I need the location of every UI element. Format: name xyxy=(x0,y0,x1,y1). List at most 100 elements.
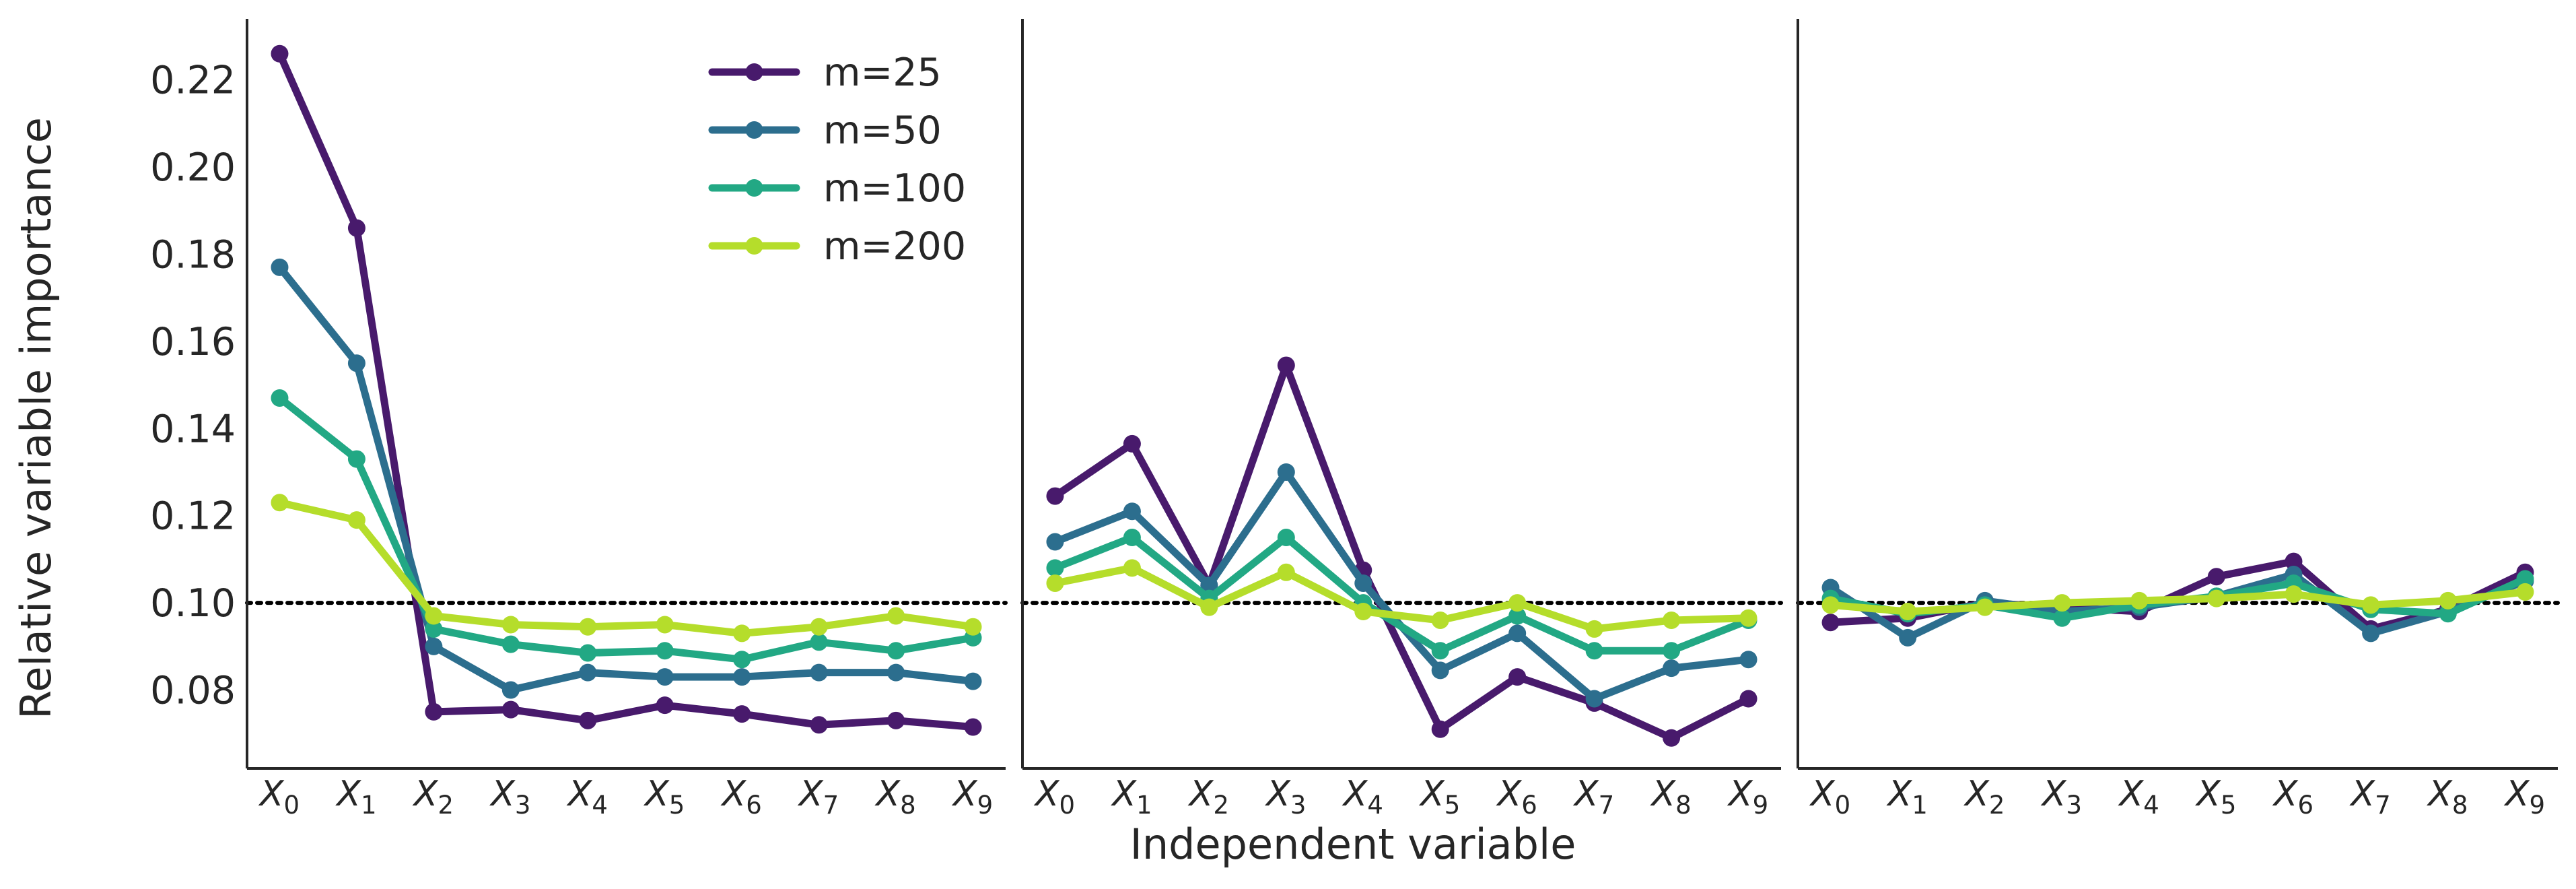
data-point xyxy=(1123,502,1141,521)
x-tick-label: X3 xyxy=(1264,774,1306,820)
data-point xyxy=(887,607,905,625)
data-point xyxy=(2285,552,2303,570)
legend-entry: m=50 xyxy=(708,108,942,153)
series-m=50 xyxy=(1046,463,1757,708)
data-point xyxy=(733,651,751,669)
panel-1: X0 X1 X2 X3 X4 X5 X6 X7 X8 X9 0.08 0.10 0.12 0.14 0.16… xyxy=(150,19,1008,820)
data-point xyxy=(2516,583,2534,601)
x-tick-label: X4 xyxy=(566,774,608,820)
data-point xyxy=(579,711,597,729)
x-tick-label: X4 xyxy=(1342,774,1383,820)
data-point xyxy=(810,618,828,636)
x-tick-label: X0 xyxy=(1809,774,1850,820)
x-tick-label: X7 xyxy=(2349,774,2391,820)
series-line xyxy=(276,50,977,731)
legend-label: m=25 xyxy=(823,51,942,95)
data-point xyxy=(1046,559,1064,577)
legend: m=25 m=50 m=100 m=200 xyxy=(708,51,966,269)
data-point xyxy=(1046,533,1064,551)
data-point xyxy=(1354,603,1372,621)
data-point xyxy=(2516,570,2534,588)
series-line xyxy=(276,263,977,694)
data-point xyxy=(656,642,674,660)
x-tick-label: X0 xyxy=(1033,774,1075,820)
y-tick-label: 0.12 xyxy=(150,494,236,539)
series-m=100 xyxy=(1046,529,1757,660)
x-tick-label: X2 xyxy=(1963,774,2005,820)
data-point xyxy=(2207,568,2225,586)
data-point xyxy=(1508,668,1527,686)
data-point xyxy=(1508,624,1527,643)
y-tick-label: 0.22 xyxy=(150,59,236,103)
data-point xyxy=(1277,529,1295,547)
data-point xyxy=(964,618,982,636)
data-point xyxy=(2207,589,2225,607)
data-point xyxy=(2130,591,2149,610)
x-tick-label: X6 xyxy=(720,774,762,820)
data-point xyxy=(2439,591,2457,610)
data-point xyxy=(1123,434,1141,453)
x-tick-label: X9 xyxy=(2503,774,2545,820)
legend-label: m=200 xyxy=(823,224,966,269)
data-point xyxy=(887,711,905,729)
data-point xyxy=(1431,720,1449,738)
panel-3: X0 X1 X2 X3 X4 X5 X6 X7 X8 X9 xyxy=(1796,19,2560,820)
y-tick-label: 0.20 xyxy=(150,145,236,190)
data-point xyxy=(347,511,365,529)
data-point xyxy=(271,494,289,512)
x-tick-label: X3 xyxy=(489,774,530,820)
x-tick-label: X5 xyxy=(643,774,685,820)
data-point xyxy=(1821,596,1840,614)
data-point xyxy=(1663,659,1681,678)
legend-label: m=50 xyxy=(823,108,942,153)
data-point xyxy=(579,644,597,662)
y-axis-label: Relative variable importance xyxy=(11,117,61,719)
x-tick-label: X9 xyxy=(1727,774,1768,820)
x-tick-label: X3 xyxy=(2040,774,2082,820)
data-point xyxy=(1663,729,1681,747)
series-line xyxy=(1051,361,1752,742)
data-point xyxy=(579,663,597,682)
series-line xyxy=(1827,588,2529,616)
panels-layer: X0 X1 X2 X3 X4 X5 X6 X7 X8 X9 0.08 0.10 0.12 0.14 0.16… xyxy=(150,19,2560,820)
data-point xyxy=(1277,563,1295,581)
legend-marker xyxy=(745,63,763,81)
data-point xyxy=(2285,585,2303,603)
x-axis-label: Independent variable xyxy=(1130,820,1576,869)
data-point xyxy=(1354,574,1372,592)
data-point xyxy=(2439,605,2457,623)
x-tick-label: X7 xyxy=(797,774,839,820)
data-point xyxy=(425,702,443,721)
legend-entry: m=200 xyxy=(708,224,966,269)
data-point xyxy=(2053,609,2071,627)
data-point xyxy=(1123,529,1141,547)
legend-entry: m=25 xyxy=(708,51,942,95)
legend-marker xyxy=(745,121,763,139)
data-point xyxy=(1976,598,1994,616)
data-point xyxy=(1277,356,1295,374)
series-m=100 xyxy=(271,389,982,669)
series-m=200 xyxy=(271,494,982,643)
data-point xyxy=(1739,690,1757,708)
x-tick-label: X6 xyxy=(1496,774,1537,820)
data-point xyxy=(271,258,289,276)
x-tick-label: X9 xyxy=(951,774,993,820)
y-tick-label: 0.10 xyxy=(150,581,236,626)
data-point xyxy=(1899,628,1917,647)
series-m=25 xyxy=(271,44,982,736)
x-tick-label: X8 xyxy=(1650,774,1692,820)
x-tick-label: X6 xyxy=(2272,774,2313,820)
data-point xyxy=(1663,642,1681,660)
legend-label: m=100 xyxy=(823,166,966,211)
x-tick-label: X8 xyxy=(2426,774,2468,820)
x-tick-label: X1 xyxy=(1110,774,1152,820)
legend-marker xyxy=(745,179,763,197)
x-tick-label: X2 xyxy=(1187,774,1229,820)
data-point xyxy=(810,663,828,682)
data-point xyxy=(501,635,520,653)
data-point xyxy=(1200,598,1218,616)
series-line xyxy=(1051,564,1752,633)
series-m=25 xyxy=(1046,356,1757,747)
series-m=200 xyxy=(1046,559,1757,638)
